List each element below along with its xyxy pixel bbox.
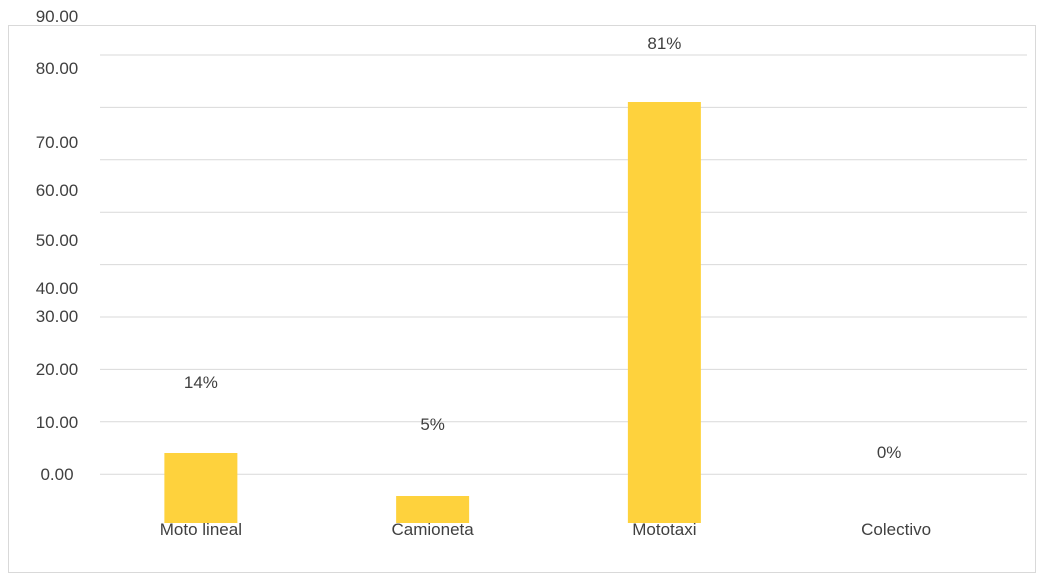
data-label: 5% (420, 415, 445, 434)
y-tick-label: 70.00 (36, 133, 79, 152)
y-tick-label: 80.00 (36, 59, 79, 78)
data-label: 81% (647, 34, 681, 53)
bar-camioneta (396, 496, 470, 523)
y-tick-label: 40.00 (36, 279, 79, 298)
category-label: Mototaxi (632, 520, 696, 539)
bar-mototaxi (627, 102, 701, 523)
category-label: Camioneta (392, 520, 475, 539)
y-tick-label: 90.00 (36, 7, 79, 26)
y-tick-label: 60.00 (36, 181, 79, 200)
data-label: 0% (877, 443, 902, 462)
y-tick-label: 30.00 (36, 307, 79, 326)
data-label: 14% (184, 373, 218, 392)
y-tick-label: 20.00 (36, 360, 79, 379)
chart-frame (8, 25, 1036, 573)
y-tick-label: 50.00 (36, 231, 79, 250)
category-label: Moto lineal (160, 520, 242, 539)
category-label: Colectivo (861, 520, 931, 539)
y-tick-label: 0.00 (40, 465, 73, 484)
bar-moto-lineal (164, 453, 238, 523)
y-tick-label: 10.00 (36, 413, 79, 432)
